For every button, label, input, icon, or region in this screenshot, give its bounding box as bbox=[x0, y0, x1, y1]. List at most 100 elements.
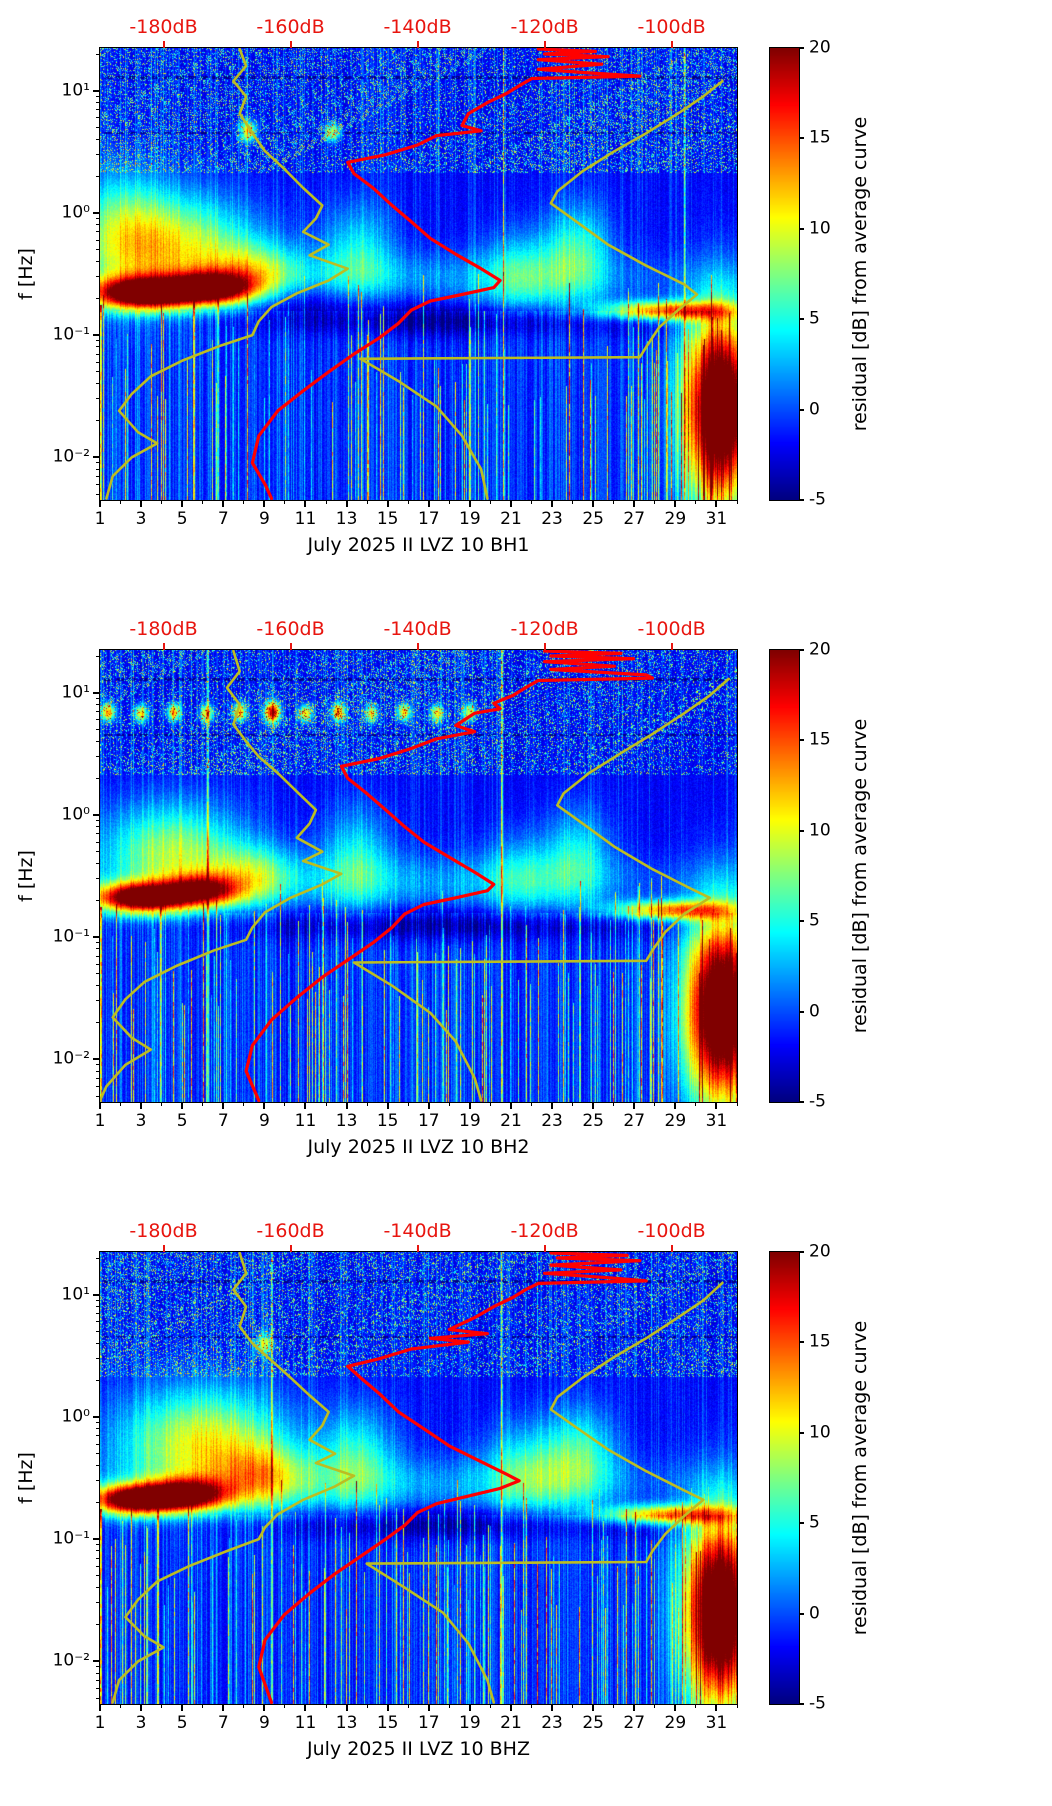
x-minor-tick bbox=[284, 500, 286, 504]
x-tick-label: 3 bbox=[135, 1111, 147, 1131]
colorbar bbox=[769, 47, 800, 501]
y-minor-tick bbox=[96, 371, 100, 373]
x-tick-label: 7 bbox=[217, 1111, 229, 1131]
top-db-label: -160dB bbox=[256, 618, 325, 640]
x-minor-tick bbox=[407, 1704, 409, 1708]
x-tick bbox=[386, 1704, 389, 1711]
y-minor-tick bbox=[96, 1070, 100, 1072]
x-tick-label: 13 bbox=[335, 509, 358, 529]
x-tick-label: 13 bbox=[335, 1111, 358, 1131]
spectrogram-panel-bh2: f [Hz] July 2025 II LVZ 10 BH2 residual … bbox=[0, 602, 1052, 1204]
y-minor-tick bbox=[96, 117, 100, 119]
spectrogram-panel-bhz: f [Hz] July 2025 II LVZ 10 BHZ residual … bbox=[0, 1204, 1052, 1806]
top-db-tick bbox=[543, 643, 546, 650]
x-tick-label: 9 bbox=[258, 1111, 270, 1131]
colorbar-tick-label: 15 bbox=[809, 1331, 831, 1352]
x-minor-tick bbox=[613, 1102, 615, 1106]
y-minor-tick bbox=[96, 95, 100, 97]
y-minor-tick bbox=[96, 1679, 100, 1681]
top-db-tick bbox=[289, 643, 292, 650]
olive-average-curve-left bbox=[111, 1252, 356, 1704]
x-tick bbox=[715, 1102, 718, 1109]
y-minor-tick bbox=[96, 1306, 100, 1308]
x-tick bbox=[222, 500, 225, 507]
x-minor-tick bbox=[613, 1704, 615, 1708]
x-tick bbox=[304, 1704, 307, 1711]
spectrogram-plot bbox=[99, 1251, 738, 1705]
colorbar-tick bbox=[799, 1703, 804, 1705]
y-tick-label: 10⁰ bbox=[61, 1406, 90, 1427]
olive-average-curve-left bbox=[100, 650, 343, 1102]
y-axis-label: f [Hz] bbox=[15, 850, 37, 902]
colorbar-label: residual [dB] from average curve bbox=[849, 1320, 871, 1636]
x-minor-tick bbox=[161, 1704, 163, 1708]
x-tick bbox=[140, 1102, 143, 1109]
colorbar-tick-label: -5 bbox=[809, 489, 826, 510]
x-tick-label: 11 bbox=[294, 1111, 317, 1131]
x-tick-label: 29 bbox=[664, 1111, 687, 1131]
x-tick bbox=[633, 500, 636, 507]
colorbar-tick-label: 5 bbox=[809, 308, 820, 329]
y-minor-tick bbox=[96, 1453, 100, 1455]
x-minor-tick bbox=[695, 1704, 697, 1708]
x-minor-tick bbox=[407, 500, 409, 504]
y-minor-tick bbox=[96, 740, 100, 742]
x-tick-label: 11 bbox=[294, 1713, 317, 1733]
olive-average-curve-right bbox=[359, 79, 724, 500]
x-tick bbox=[99, 500, 101, 507]
x-tick bbox=[509, 1704, 512, 1711]
y-tick bbox=[93, 456, 100, 459]
y-minor-tick bbox=[96, 102, 100, 104]
y-tick bbox=[93, 936, 100, 939]
y-minor-tick bbox=[96, 1501, 100, 1503]
y-minor-tick bbox=[96, 729, 100, 731]
y-minor-tick bbox=[96, 1299, 100, 1301]
x-tick bbox=[304, 1102, 307, 1109]
x-minor-tick bbox=[572, 1102, 574, 1106]
panel-title: July 2025 II LVZ 10 BH2 bbox=[307, 1136, 530, 1158]
y-minor-tick bbox=[96, 1379, 100, 1381]
y-minor-tick bbox=[96, 942, 100, 944]
y-minor-tick bbox=[96, 820, 100, 822]
y-tick-label: 10¹ bbox=[61, 1284, 90, 1305]
top-db-label: -180dB bbox=[129, 1220, 198, 1242]
y-minor-tick bbox=[96, 109, 100, 111]
colorbar-tick-label: 10 bbox=[809, 820, 831, 841]
x-tick bbox=[427, 1704, 430, 1711]
colorbar-tick-label: 0 bbox=[809, 399, 820, 420]
x-minor-tick bbox=[366, 1102, 368, 1106]
y-minor-tick bbox=[96, 1544, 100, 1546]
y-minor-tick bbox=[96, 1077, 100, 1079]
colorbar-tick-label: 10 bbox=[809, 218, 831, 239]
y-minor-tick bbox=[96, 985, 100, 987]
x-minor-tick bbox=[120, 1102, 122, 1106]
x-tick bbox=[386, 500, 389, 507]
colorbar-tick-label: 20 bbox=[809, 1241, 831, 1262]
y-minor-tick bbox=[96, 878, 100, 880]
x-tick-label: 9 bbox=[258, 1713, 270, 1733]
x-minor-tick bbox=[161, 500, 163, 504]
y-minor-tick bbox=[96, 261, 100, 263]
x-tick-label: 27 bbox=[623, 1713, 646, 1733]
x-tick bbox=[551, 1704, 554, 1711]
y-axis-label: f [Hz] bbox=[15, 1452, 37, 1504]
y-minor-tick bbox=[96, 224, 100, 226]
x-minor-tick bbox=[736, 500, 738, 504]
y-minor-tick bbox=[96, 276, 100, 278]
x-tick-label: 29 bbox=[664, 1713, 687, 1733]
y-minor-tick bbox=[96, 1321, 100, 1323]
x-tick-label: 19 bbox=[459, 1713, 481, 1733]
y-tick bbox=[93, 89, 100, 92]
x-minor-tick bbox=[325, 500, 327, 504]
x-tick bbox=[263, 1102, 266, 1109]
colorbar-tick-label: 15 bbox=[809, 127, 831, 148]
red-average-curve bbox=[257, 1252, 648, 1704]
y-minor-tick bbox=[96, 1443, 100, 1445]
x-minor-tick bbox=[120, 500, 122, 504]
y-tick bbox=[93, 813, 100, 816]
y-minor-tick bbox=[96, 493, 100, 495]
y-tick-label: 10¹ bbox=[61, 682, 90, 703]
spectrogram-canvas bbox=[100, 48, 737, 500]
y-minor-tick bbox=[96, 218, 100, 220]
